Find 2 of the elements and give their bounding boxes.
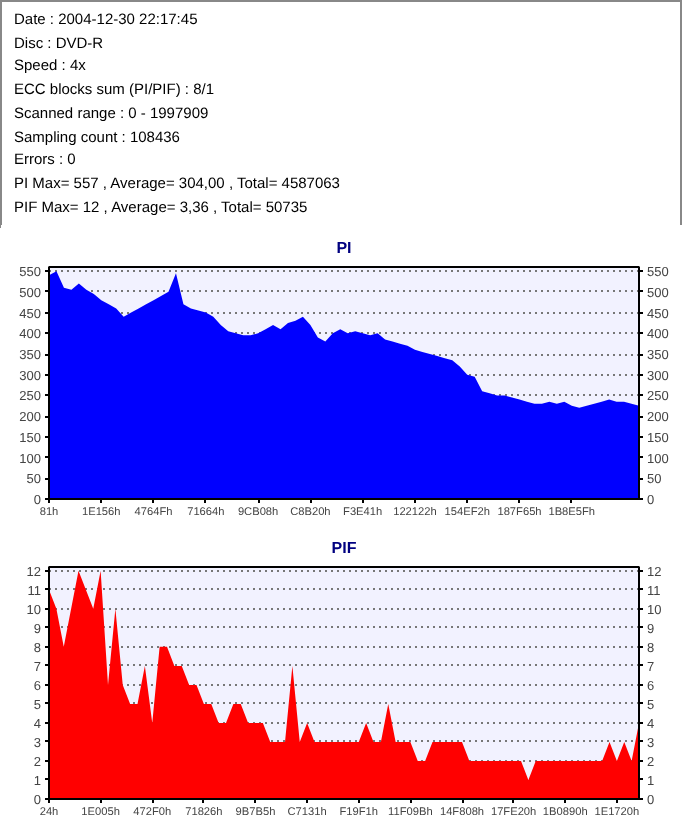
chart-title: PIF — [331, 539, 357, 557]
chart-title: PI — [336, 239, 352, 257]
